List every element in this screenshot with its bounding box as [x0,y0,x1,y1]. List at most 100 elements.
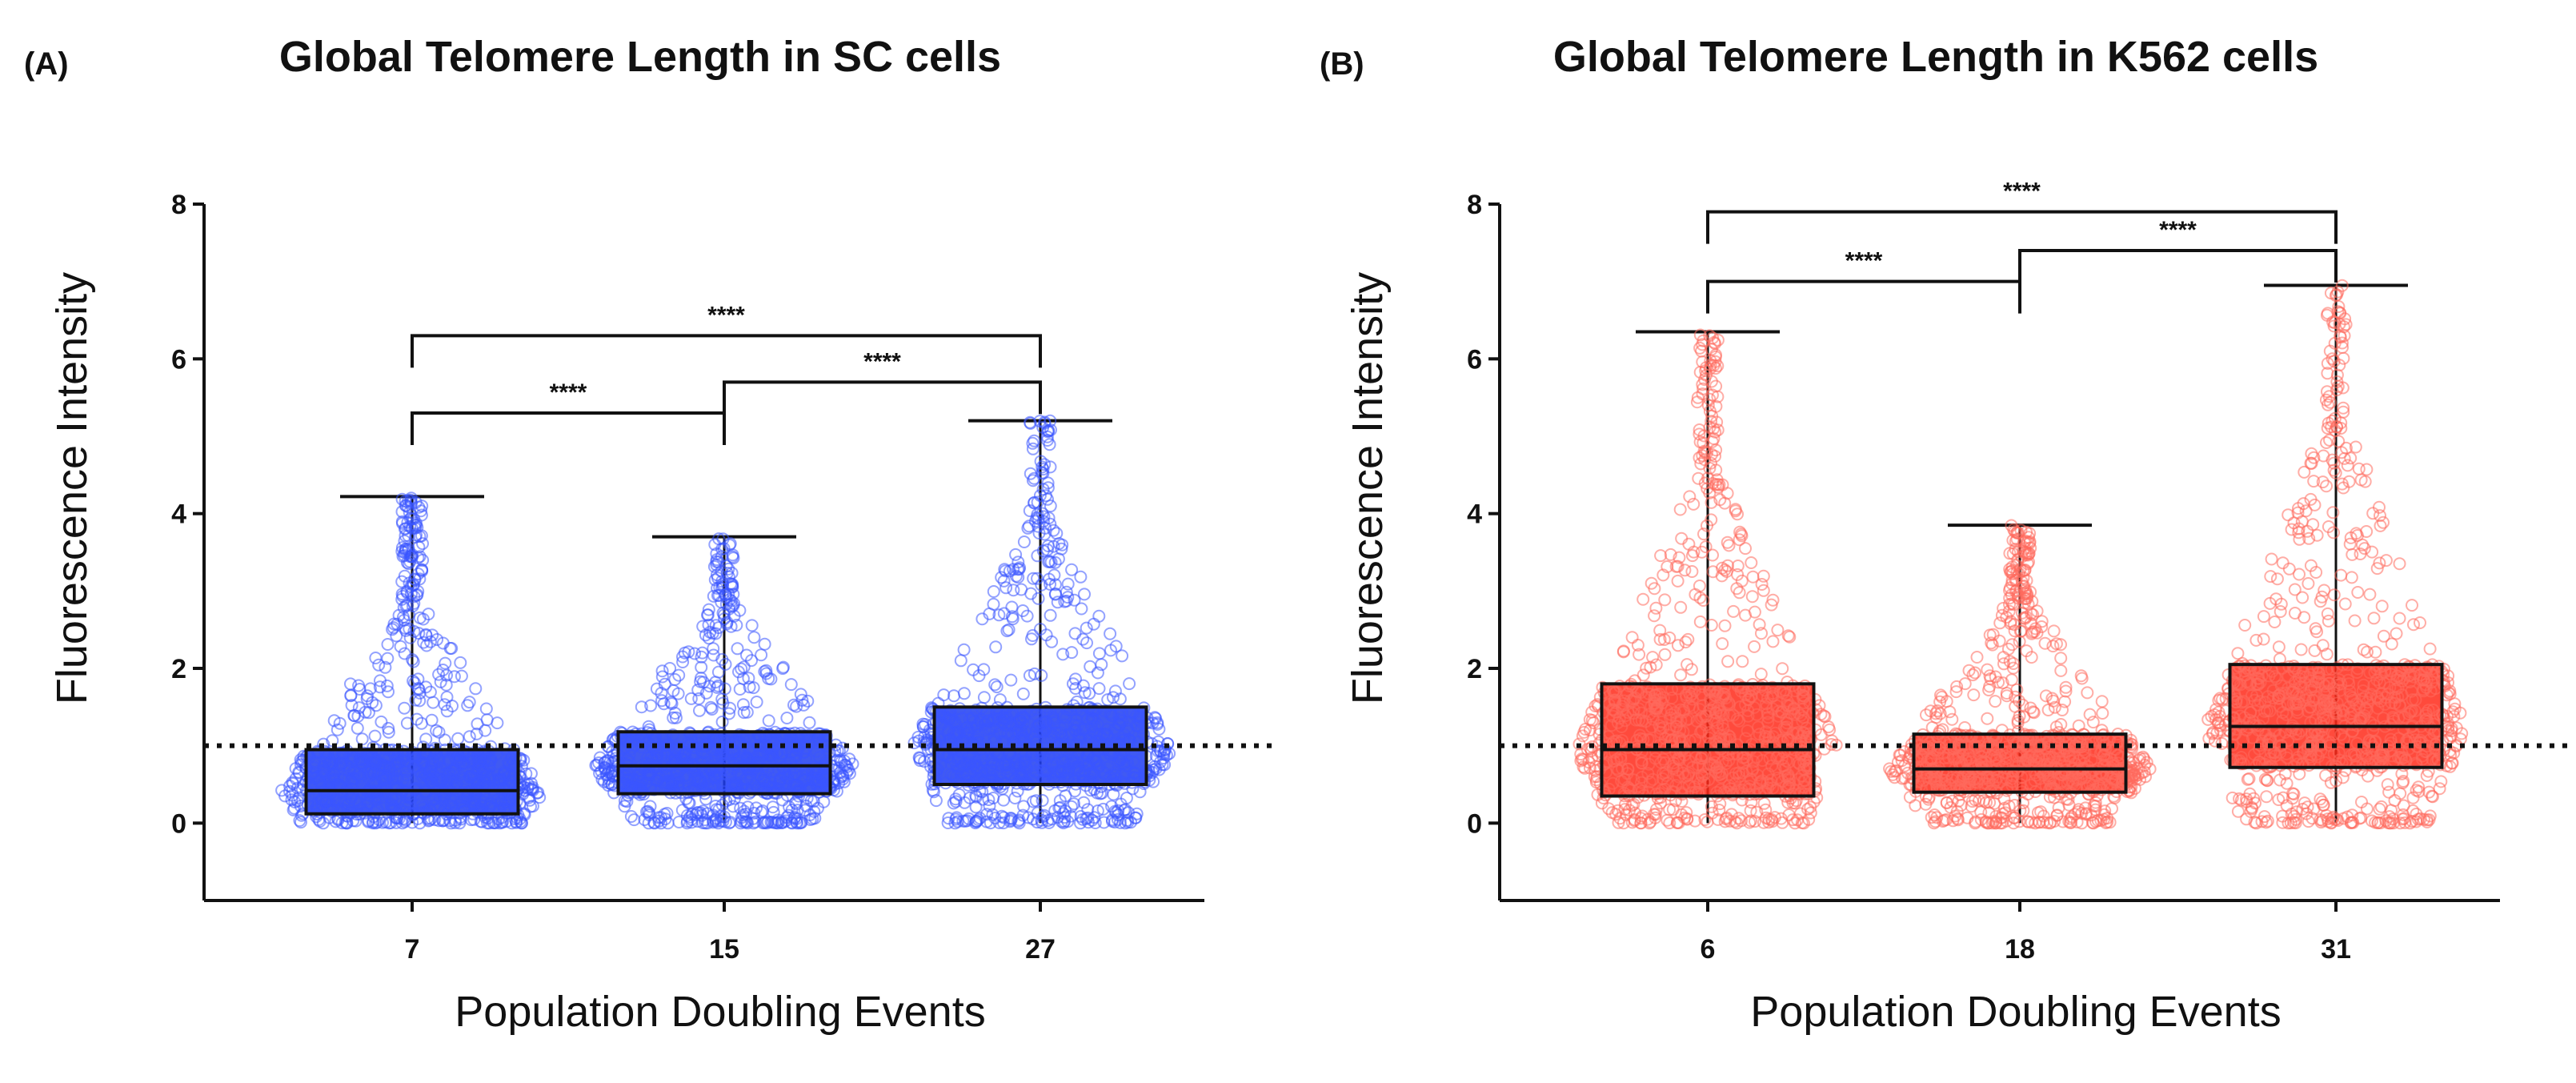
data-point [734,801,747,815]
data-point [2021,815,2034,828]
y-tick-label: 0 [171,808,186,839]
data-point [2374,519,2387,532]
data-point [625,742,639,756]
significance-label: **** [863,348,901,375]
data-point [426,753,439,767]
data-point [1648,609,1661,623]
data-point [1666,803,1680,816]
data-point [407,655,420,668]
data-point [963,760,977,774]
data-point [1043,555,1056,568]
data-point [1649,752,1662,765]
data-point [395,588,409,601]
data-point [1091,804,1104,817]
data-point [716,696,730,710]
data-point [2003,547,2017,560]
data-point [2010,532,2024,546]
data-point [1000,624,1014,638]
data-point [1018,774,1032,788]
data-point [1682,779,1696,792]
data-point [1056,648,1070,661]
data-point [757,746,771,759]
data-point [2086,816,2100,830]
data-point [827,784,840,796]
data-point [2234,751,2248,764]
data-point [941,816,955,829]
data-point [1077,796,1091,809]
data-point [1702,726,1716,740]
data-point [1120,721,1134,735]
data-point [1634,816,1648,830]
data-point [1068,627,1082,640]
data-point [997,793,1010,807]
data-point [2041,704,2055,716]
data-point [2009,690,2022,704]
data-point [1034,455,1048,468]
data-point [369,699,383,712]
data-point [2098,752,2112,766]
data-point [1653,624,1667,637]
data-point [1746,570,1760,584]
box-outline [1912,732,2128,794]
data-point [2332,300,2346,313]
data-point [400,786,414,800]
data-point [1719,787,1733,800]
data-point [730,619,743,632]
data-point [398,522,411,535]
data-point [635,740,648,754]
data-point [1721,535,1734,549]
data-point [1693,615,1707,628]
data-point [1715,569,1729,583]
data-point [441,805,455,819]
data-point [2081,686,2094,700]
data-point [2337,401,2350,415]
data-point [344,791,357,804]
data-point [2121,751,2134,764]
data-point [1774,812,1788,825]
data-point [943,704,957,717]
data-point [1685,663,1698,676]
data-point [2338,597,2352,611]
data-point [1076,632,1090,646]
data-point [1974,805,1988,819]
data-point [1625,816,1639,829]
data-point [1081,803,1095,816]
data-point [1705,415,1718,428]
data-point [1705,513,1718,527]
data-point [383,751,396,764]
data-point [1779,723,1793,736]
data-point [1663,803,1677,816]
data-point [772,778,786,792]
data-point [795,693,809,707]
data-point [472,755,486,768]
data-point [2058,695,2072,708]
data-point [2130,761,2144,775]
data-point [1091,786,1104,800]
data-point [1702,773,1716,787]
data-point [776,662,790,676]
data-point [1754,668,1768,681]
data-point [1709,355,1722,368]
data-point [1087,617,1100,631]
data-point [2351,586,2365,599]
data-point [1116,649,1129,663]
data-point [1693,435,1707,449]
data-point [593,767,607,780]
data-point [1671,560,1685,573]
x-tick-label: 15 [709,934,739,965]
data-point [1005,728,1019,741]
data-point [531,786,545,800]
data-point [1095,764,1108,778]
data-point [1677,705,1690,719]
data-point [1936,784,1949,797]
data-point [1829,738,1843,752]
data-point [1079,731,1092,744]
data-point [1753,618,1766,632]
data-point [369,652,383,664]
data-point [1980,740,1993,754]
data-point [1968,783,1981,796]
data-point [1970,730,1984,744]
data-point [718,612,731,626]
data-point [1981,816,1994,830]
data-point [947,769,960,783]
